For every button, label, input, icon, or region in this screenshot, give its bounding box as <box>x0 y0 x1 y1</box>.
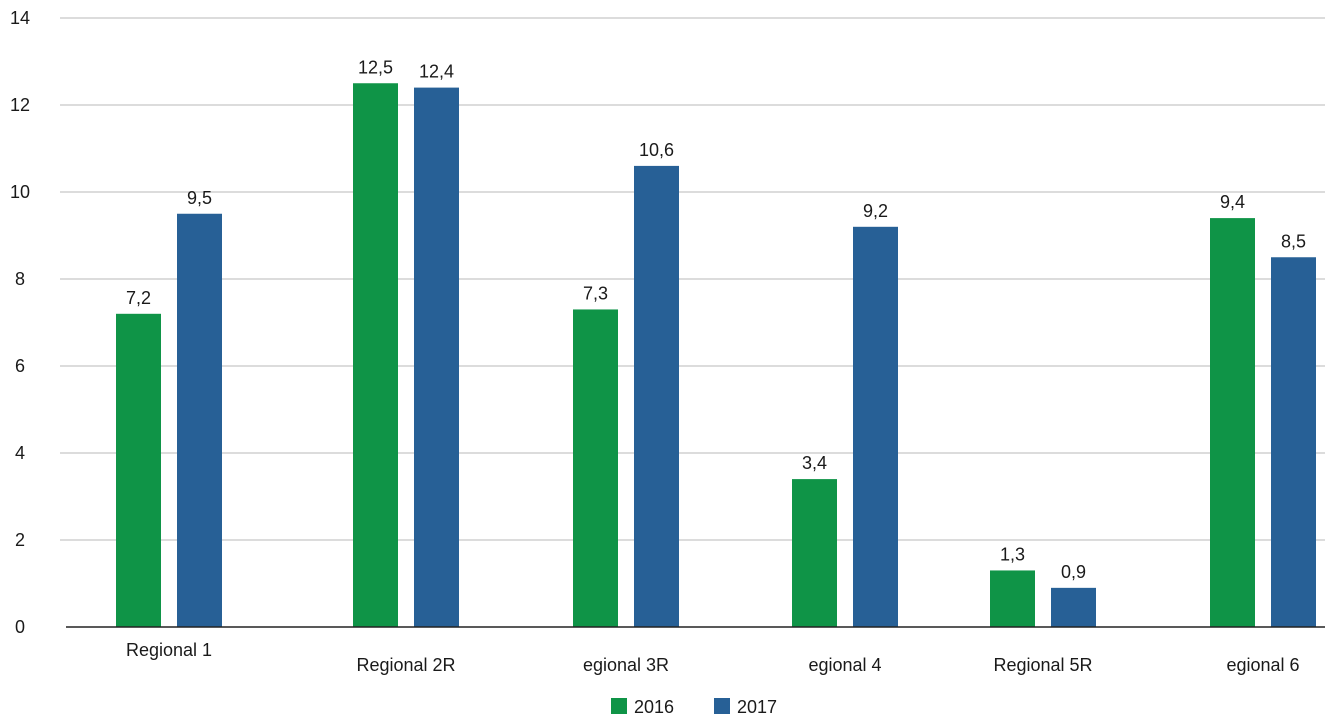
data-label-2016-3: 7,3 <box>583 283 608 303</box>
bar-2017-5 <box>1051 587 1096 627</box>
bar-2016-2 <box>353 83 398 627</box>
bar-2016-6 <box>1210 218 1255 627</box>
bar-2016-1 <box>116 313 161 627</box>
category-labels: Regional 1 Regional 2R egional 3R egional 4… <box>126 640 1300 675</box>
data-label-2016-5: 1,3 <box>1000 544 1025 564</box>
bar-2017-4 <box>853 226 898 628</box>
legend-label-2017: 2017 <box>737 697 777 717</box>
y-axis-ticks: 0 2 4 6 8 10 12 14 <box>10 8 30 637</box>
y-tick-label: 8 <box>15 269 25 289</box>
data-label-2017-4: 9,2 <box>863 201 888 221</box>
legend-label-2016: 2016 <box>634 697 674 717</box>
legend-swatch-2016 <box>611 698 627 714</box>
y-tick-label: 6 <box>15 356 25 376</box>
gridlines <box>60 17 1325 541</box>
bar-2017-2 <box>414 87 459 628</box>
data-label-2016-4: 3,4 <box>802 453 827 473</box>
bar-2016-4 <box>792 479 837 627</box>
data-label-2016-6: 9,4 <box>1220 192 1245 212</box>
data-label-2016-2: 12,5 <box>358 57 393 77</box>
y-tick-label: 14 <box>10 8 30 28</box>
bar-2017-1 <box>177 213 222 627</box>
bars <box>116 83 1316 628</box>
category-label-3: egional 3R <box>583 655 669 675</box>
y-tick-label: 2 <box>15 530 25 550</box>
y-tick-label: 0 <box>15 617 25 637</box>
data-label-2017-3: 10,6 <box>639 140 674 160</box>
data-label-2016-1: 7,2 <box>126 288 151 308</box>
bar-2016-5 <box>990 570 1035 627</box>
category-label-6: egional 6 <box>1226 655 1299 675</box>
data-label-2017-5: 0,9 <box>1061 562 1086 582</box>
y-tick-label: 4 <box>15 443 25 463</box>
category-label-5: Regional 5R <box>993 655 1092 675</box>
category-label-1: Regional 1 <box>126 640 212 660</box>
legend: 2016 2017 <box>611 697 777 717</box>
category-label-4: egional 4 <box>808 655 881 675</box>
category-label-2: Regional 2R <box>356 655 455 675</box>
legend-swatch-2017 <box>714 698 730 714</box>
data-label-2017-1: 9,5 <box>187 188 212 208</box>
bar-2016-3 <box>573 309 618 627</box>
data-label-2017-6: 8,5 <box>1281 231 1306 251</box>
y-tick-label: 10 <box>10 182 30 202</box>
bar-2017-3 <box>634 165 679 627</box>
bar-2017-6 <box>1271 257 1316 627</box>
data-label-2017-2: 12,4 <box>419 62 454 82</box>
y-tick-label: 12 <box>10 95 30 115</box>
data-labels: 7,2 9,5 12,5 12,4 7,3 10,6 3,4 9,2 1,3 0,9 9,4 8,5 <box>126 57 1306 582</box>
